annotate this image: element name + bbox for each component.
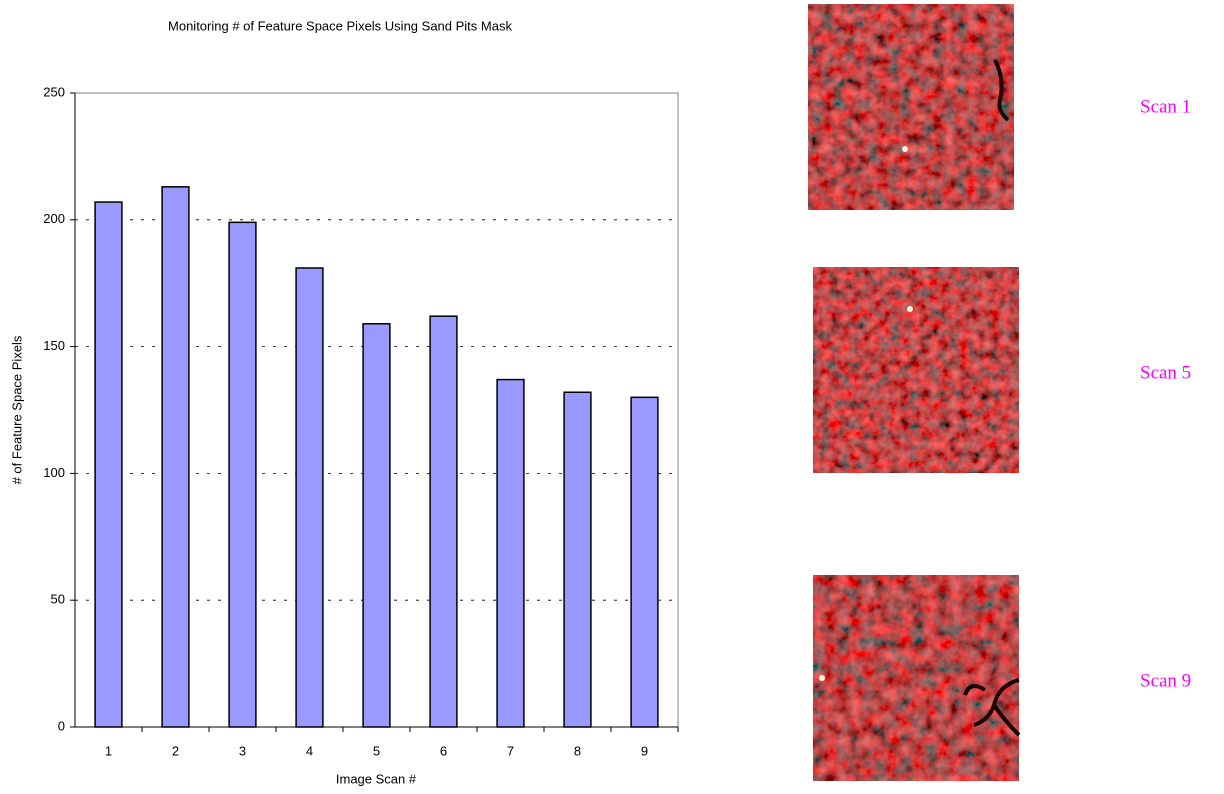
x-tick-label: 3 <box>239 743 246 758</box>
figure: Monitoring # of Feature Space Pixels Usi… <box>0 0 1224 789</box>
x-tick-label: 4 <box>306 743 313 758</box>
y-axis-label: # of Feature Space Pixels <box>9 335 24 484</box>
bright-spot <box>902 146 908 152</box>
page: {"chart_data": {"type": "bar", "title": … <box>0 0 1224 789</box>
bar <box>430 316 457 727</box>
bar <box>95 202 122 727</box>
bar <box>497 380 524 727</box>
scan-image-9 <box>813 575 1019 781</box>
x-tick-label: 1 <box>105 743 112 758</box>
satellite-image <box>813 575 1019 781</box>
y-tick-label: 200 <box>43 211 65 226</box>
bright-spot <box>819 675 825 681</box>
y-tick-label: 0 <box>58 718 65 733</box>
bar <box>296 268 323 727</box>
y-tick-label: 250 <box>43 84 65 99</box>
x-axis-label: Image Scan # <box>336 771 417 786</box>
y-tick-label: 100 <box>43 465 65 480</box>
scan-label: Scan 9 <box>1140 670 1191 691</box>
bar <box>162 187 189 727</box>
bright-spot <box>907 306 913 312</box>
satellite-image <box>813 267 1019 473</box>
bar <box>631 397 658 727</box>
chart-title: Monitoring # of Feature Space Pixels Usi… <box>168 18 512 33</box>
scan-image-5 <box>813 267 1019 473</box>
scan-label: Scan 5 <box>1140 362 1191 383</box>
x-tick-label: 2 <box>172 743 179 758</box>
x-tick-label: 6 <box>440 743 447 758</box>
body: Monitoring # of Feature Space Pixels Usi… <box>0 0 1224 789</box>
bar <box>229 222 256 727</box>
bar <box>564 392 591 727</box>
x-tick-label: 9 <box>641 743 648 758</box>
bar <box>363 324 390 727</box>
scan-image-1 <box>808 4 1014 210</box>
x-tick-label: 5 <box>373 743 380 758</box>
y-tick-label: 50 <box>51 592 65 607</box>
satellite-image <box>808 4 1014 210</box>
y-tick-label: 150 <box>43 338 65 353</box>
scan-label: Scan 1 <box>1140 96 1191 117</box>
x-tick-label: 7 <box>507 743 514 758</box>
x-tick-label: 8 <box>574 743 581 758</box>
